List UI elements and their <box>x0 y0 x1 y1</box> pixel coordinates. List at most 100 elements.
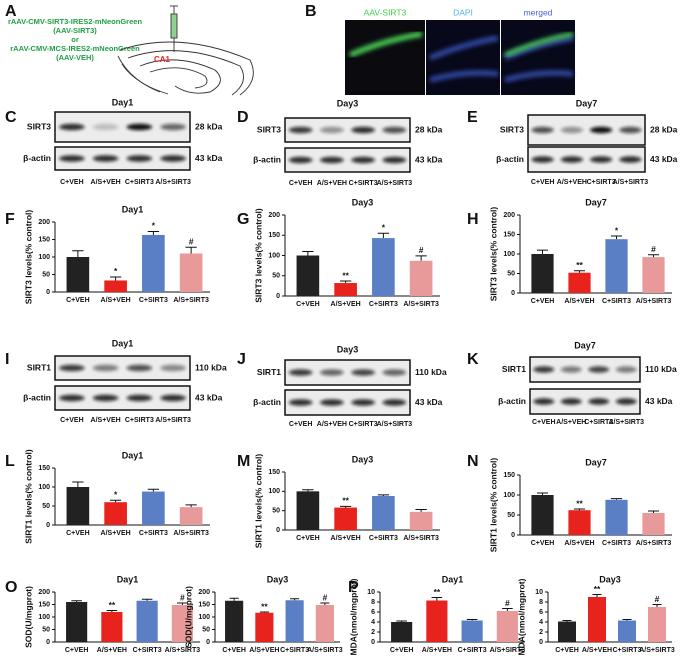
lane-label: A/S+VEH <box>91 417 121 424</box>
chart-title: Day7 <box>585 457 607 467</box>
protein-label: β-actin <box>253 154 281 164</box>
blot-band <box>560 366 582 373</box>
lane-label: C+VEH <box>289 180 313 187</box>
panel-letter: G <box>237 211 249 228</box>
y-axis-label: SIRT1 levels(% control) <box>253 454 263 549</box>
panel-letter: J <box>237 351 246 368</box>
lane-label: C+VEH <box>532 419 556 426</box>
significance-mark: * <box>114 266 118 276</box>
chart-title: Day1 <box>122 450 144 460</box>
y-tick-label: 150 <box>38 236 50 243</box>
blot-band <box>588 398 610 405</box>
x-tick-label: A/S+VEH <box>101 530 131 537</box>
x-tick-label: A/S+VEH <box>564 298 594 305</box>
construct-text: rAAV-CMV-MCS-IRES2-mNeonGreen <box>10 44 140 53</box>
bar <box>315 605 334 642</box>
significance-mark: ** <box>434 587 441 597</box>
blot-band <box>533 398 555 405</box>
y-tick-label: 100 <box>503 492 515 499</box>
x-tick-label: A/S+VEH <box>97 647 127 654</box>
error-bar <box>259 611 269 613</box>
error-bar <box>147 488 160 492</box>
error-bar <box>377 494 390 496</box>
y-tick-label: 0 <box>276 527 280 534</box>
y-tick-label: 150 <box>38 465 50 472</box>
bar <box>568 510 591 535</box>
bar <box>605 239 628 293</box>
y-tick-label: 150 <box>268 469 280 476</box>
error-bar <box>573 508 586 511</box>
micrograph-label: AAV-SIRT3 <box>364 7 407 17</box>
y-tick-label: 200 <box>38 219 50 226</box>
panel-letter: H <box>467 211 479 228</box>
y-tick-label: 150 <box>503 231 515 238</box>
y-axis-label: SIRT1 levels(% control) <box>488 458 498 553</box>
y-tick-label: 4 <box>539 619 543 626</box>
lane-label: A/S+SIRT3 <box>377 421 413 428</box>
y-tick-label: 150 <box>38 601 50 608</box>
panel-letter: P <box>348 579 359 596</box>
panel-letter: C <box>5 109 17 126</box>
blot-band <box>351 399 375 406</box>
significance-mark: # <box>323 592 328 602</box>
bar <box>642 513 665 535</box>
blot-band <box>92 394 119 402</box>
blot-band <box>59 364 85 372</box>
bar <box>531 254 554 293</box>
blot-band <box>160 394 186 402</box>
y-tick-label: 100 <box>38 484 50 491</box>
blot-band <box>351 126 375 134</box>
blot-band <box>288 156 313 164</box>
y-tick-label: 0 <box>46 522 50 529</box>
region-label: CA1 <box>154 55 171 64</box>
x-tick-label: C+VEH <box>555 647 579 654</box>
size-label: 43 kDa <box>195 153 223 163</box>
x-tick-label: C+SIRT3 <box>369 301 398 308</box>
blot-band <box>59 155 85 162</box>
blot-band <box>320 369 344 376</box>
lane-label: A/S+SIRT3 <box>608 419 644 426</box>
panel-letter: F <box>5 211 15 228</box>
x-tick-label: A/S+SIRT3 <box>173 530 209 537</box>
x-tick-label: C+VEH <box>66 297 90 304</box>
blot-band <box>126 123 153 131</box>
lane-label: C+SIRT3 <box>587 179 616 186</box>
size-label: 43 kDa <box>415 397 443 407</box>
error-bar <box>536 492 549 495</box>
chart-title: Day1 <box>442 574 464 584</box>
blot-band <box>160 364 186 372</box>
blot-band <box>59 123 85 131</box>
error-bar <box>431 597 443 601</box>
panel-letter: N <box>467 453 479 470</box>
blot-band <box>92 123 119 131</box>
x-tick-label: A/S+SIRT3 <box>307 647 343 654</box>
x-tick-label: A/S+VEH <box>564 540 594 547</box>
bar <box>568 272 591 293</box>
bar <box>409 260 433 296</box>
x-tick-label: C+SIRT3 <box>280 647 309 654</box>
blot-band <box>126 394 153 402</box>
bar <box>66 257 90 292</box>
panel-letter: A <box>5 3 17 20</box>
blot-title: Day7 <box>576 98 598 108</box>
panel-letter: L <box>5 453 15 470</box>
lane-label: C+VEH <box>60 179 84 186</box>
blot-band <box>288 126 313 134</box>
panel-letter: K <box>467 351 479 368</box>
y-axis-label: SIRT3 levels(% control) <box>488 207 498 302</box>
x-tick-label: C+VEH <box>531 540 555 547</box>
bar <box>372 238 395 296</box>
blot-title: Day1 <box>112 97 134 107</box>
x-tick-label: A/S+VEH <box>249 647 279 654</box>
y-tick-label: 150 <box>268 232 280 239</box>
y-tick-label: 0 <box>46 289 50 296</box>
x-tick-label: C+VEH <box>66 530 90 537</box>
y-tick-label: 50 <box>272 508 280 515</box>
bar <box>142 234 165 292</box>
x-tick-label: A/S+SIRT3 <box>639 647 675 654</box>
y-tick-label: 200 <box>198 589 210 596</box>
bar <box>142 491 165 525</box>
y-axis-label: SIRT3 levels(% control) <box>23 210 33 305</box>
error-bar <box>415 509 427 512</box>
y-tick-label: 100 <box>268 488 280 495</box>
